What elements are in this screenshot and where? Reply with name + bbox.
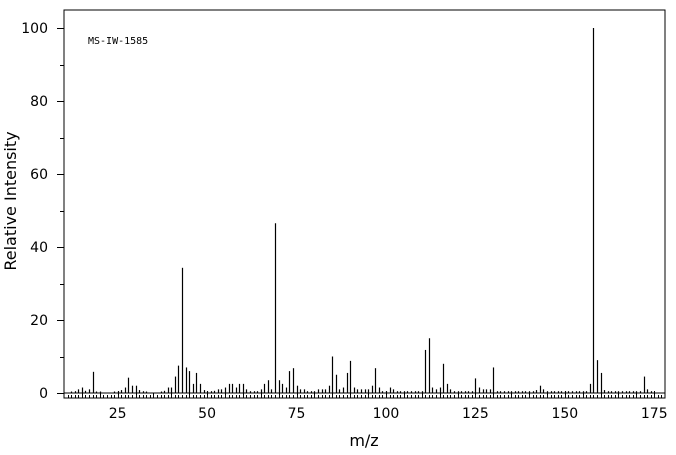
plot-frame (63, 9, 666, 399)
spectrum-id-annotation: MS-IW-1585 (88, 36, 148, 47)
y-tick-label: 0 (39, 386, 48, 402)
x-tick-label: 50 (198, 406, 216, 422)
y-axis-ticks: 0 20 40 60 80 100 (21, 21, 64, 402)
x-tick-label: 125 (462, 406, 489, 422)
x-tick-label: 175 (641, 406, 668, 422)
x-axis-ticks: 25 50 75 100 125 150 175 (68, 391, 668, 422)
y-tick-label: 100 (21, 21, 48, 37)
y-tick-label: 60 (30, 167, 48, 183)
x-tick-label: 150 (551, 406, 578, 422)
x-tick-label: 75 (288, 406, 306, 422)
y-tick-label: 20 (30, 313, 48, 329)
x-tick-label: 100 (373, 406, 400, 422)
y-axis-label: Relative Intensity (1, 131, 20, 270)
y-tick-label: 80 (30, 94, 48, 110)
peak-bars (64, 28, 665, 394)
x-axis-label: m/z (349, 431, 378, 450)
y-tick-label: 40 (30, 240, 48, 256)
x-tick-label: 25 (109, 406, 127, 422)
